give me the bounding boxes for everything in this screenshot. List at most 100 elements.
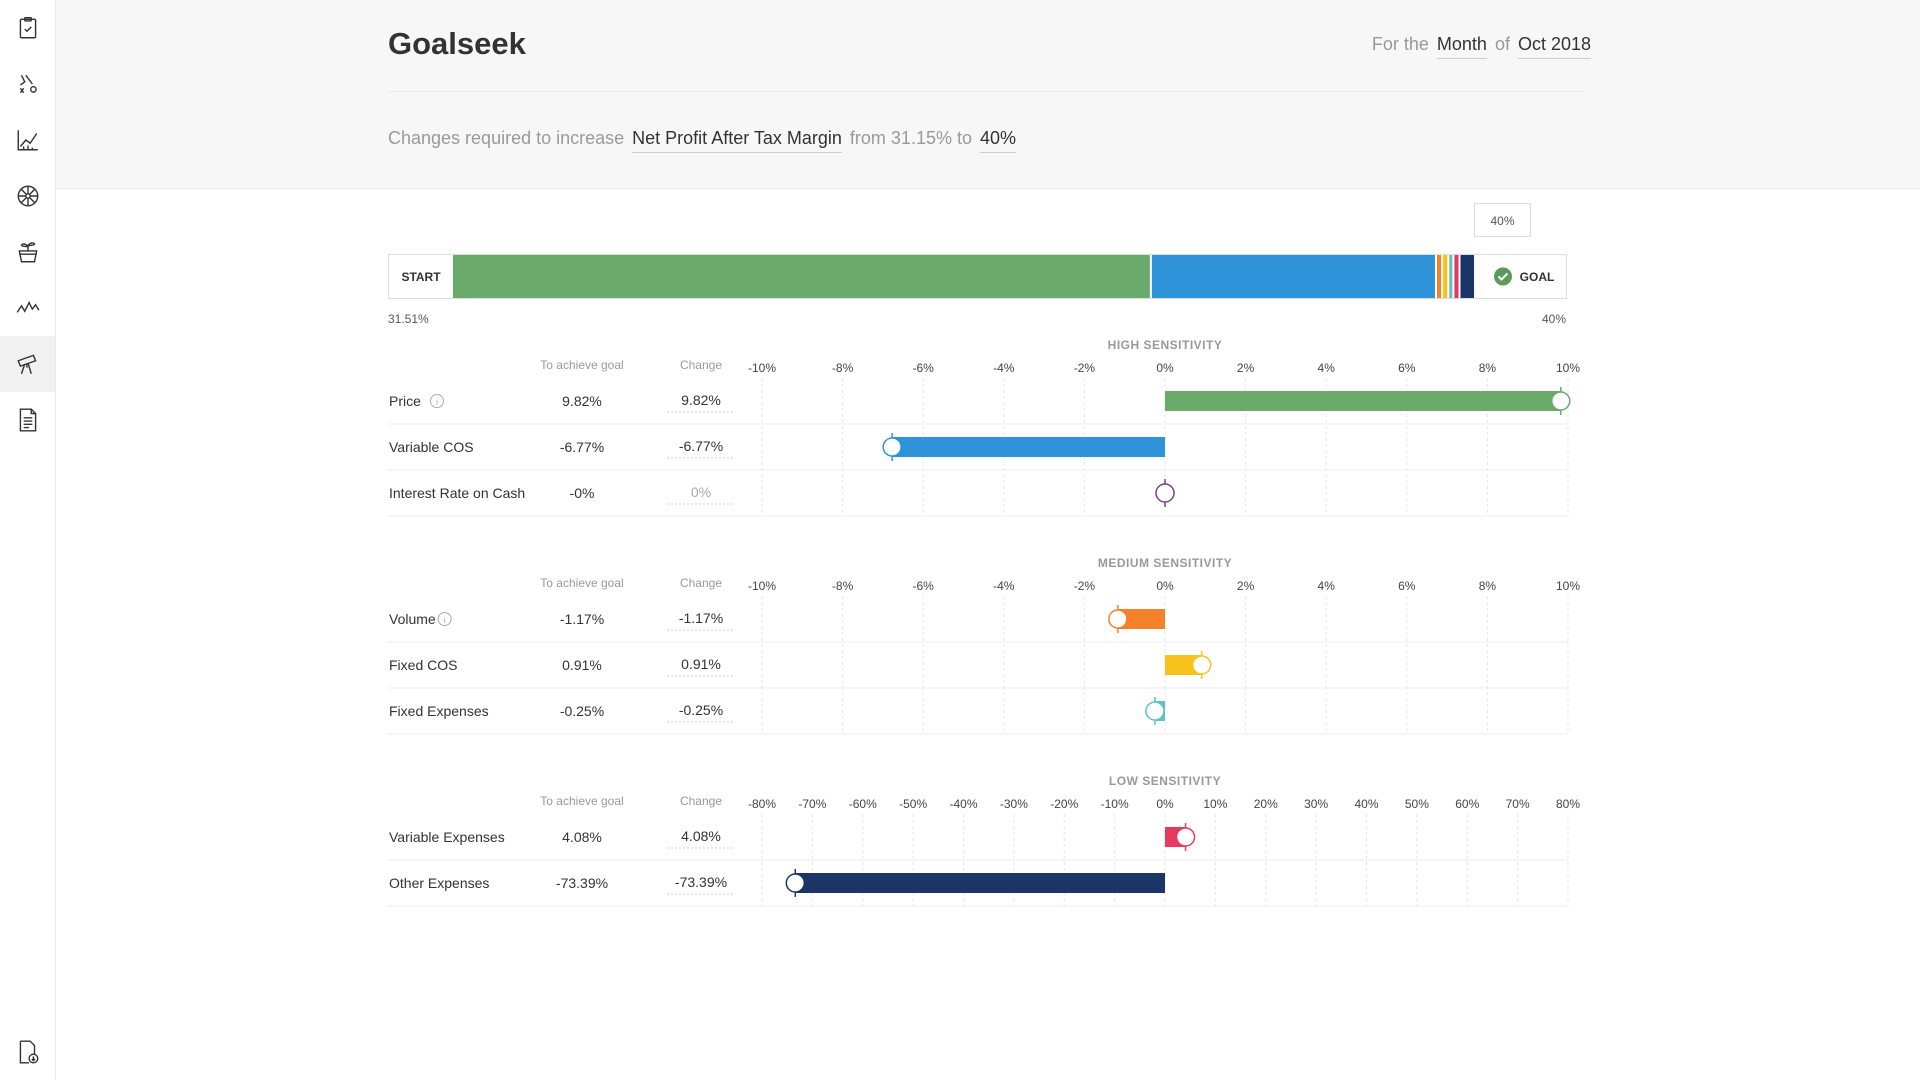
sensitivity-section-2: MEDIUM SENSITIVITY To achieve goal Change -…: [388, 556, 1580, 735]
to-achieve-header: To achieve goal: [540, 358, 623, 372]
value-bar: [1165, 655, 1202, 675]
tick-label: 2%: [1237, 579, 1255, 593]
tick-label: -10%: [748, 361, 776, 375]
nav-download[interactable]: [0, 1024, 55, 1080]
tick-label: -10%: [748, 579, 776, 593]
change-input[interactable]: -6.77%: [679, 438, 723, 454]
svg-text:i: i: [436, 397, 438, 407]
change-input[interactable]: 0.91%: [681, 656, 721, 672]
start-label: START: [401, 270, 441, 284]
tick-label: -30%: [1000, 797, 1028, 811]
nav-sensitivity[interactable]: [0, 168, 55, 224]
nav-reports[interactable]: [0, 392, 55, 448]
change-input[interactable]: -0.25%: [679, 702, 723, 718]
trend-icon: [16, 301, 39, 313]
end-value: 40%: [1542, 312, 1566, 326]
tick-label: -2%: [1074, 579, 1096, 593]
target-input[interactable]: 40%: [979, 128, 1017, 153]
sensitivity-wheel-icon: [17, 185, 38, 207]
row-label: Volume: [389, 611, 436, 627]
tick-label: 8%: [1479, 361, 1497, 375]
change-input[interactable]: 0%: [691, 484, 711, 500]
sensitivity-row-variable-cos: Variable COS -6.77% -6.77%: [388, 433, 1568, 471]
tick-label: 60%: [1455, 797, 1479, 811]
row-label: Fixed Expenses: [389, 703, 489, 719]
slider-handle[interactable]: [1155, 483, 1175, 503]
tick-label: 50%: [1405, 797, 1429, 811]
goal-label: GOAL: [1520, 270, 1555, 284]
tick-label: -6%: [913, 361, 935, 375]
tick-label: -70%: [798, 797, 826, 811]
change-input[interactable]: 9.82%: [681, 392, 721, 408]
slider-handle[interactable]: [1145, 701, 1165, 721]
row-label: Variable COS: [389, 439, 474, 455]
slider-handle[interactable]: [1550, 391, 1571, 411]
to-achieve-value: -1.17%: [560, 611, 604, 627]
page-title: Goalseek: [388, 26, 526, 61]
tick-label: 6%: [1398, 361, 1416, 375]
slider-handle[interactable]: [785, 873, 806, 893]
tick-label: -60%: [849, 797, 877, 811]
sensitivity-row-other-expenses: Other Expenses -73.39% -73.39%: [388, 869, 1568, 907]
tick-label: 4%: [1318, 361, 1336, 375]
nav-analytics[interactable]: [0, 112, 55, 168]
tick-label: -8%: [832, 579, 854, 593]
plant-pot-icon: [17, 242, 38, 263]
slider-handle[interactable]: [1191, 655, 1212, 675]
change-input[interactable]: -73.39%: [675, 874, 727, 890]
target-badge-label: 40%: [1490, 214, 1514, 228]
tick-label: 8%: [1479, 579, 1497, 593]
change-header: Change: [680, 576, 722, 590]
to-achieve-value: 4.08%: [562, 829, 602, 845]
slider-handle[interactable]: [1108, 609, 1128, 629]
of-label: of: [1494, 34, 1510, 54]
goal-check-icon: [1494, 267, 1512, 286]
value-bar: [1165, 391, 1561, 411]
nav-growth[interactable]: [0, 224, 55, 280]
tick-label: 10%: [1203, 797, 1227, 811]
sensitivity-section-1: HIGH SENSITIVITY To achieve goal Change -10…: [388, 338, 1580, 517]
to-achieve-value: -0.25%: [560, 703, 604, 719]
nav-checklist[interactable]: [0, 0, 55, 56]
progress-segment-volume: [1436, 255, 1442, 298]
tick-label: -40%: [949, 797, 977, 811]
tick-label: -4%: [993, 579, 1015, 593]
start-value: 31.51%: [388, 312, 429, 326]
goal-prefix: Changes required to increase: [388, 128, 625, 148]
value-bar: [892, 437, 1165, 457]
sensitivity-row-volume: Volume i -1.17% -1.17%: [388, 605, 1568, 643]
goal-progress-bar: 40% START GOAL 31.51% 40%: [388, 203, 1567, 326]
tick-label: 4%: [1318, 579, 1336, 593]
slider-handle[interactable]: [1175, 827, 1196, 847]
value-bar: [795, 873, 1165, 893]
tick-label: 40%: [1354, 797, 1378, 811]
period-selector: For the Month of Oct 2018: [1372, 34, 1591, 59]
change-input[interactable]: 4.08%: [681, 828, 721, 844]
progress-segment-fixed-expenses: [1449, 255, 1453, 298]
period-value-dropdown[interactable]: Oct 2018: [1517, 34, 1591, 59]
metric-dropdown[interactable]: Net Profit After Tax Margin: [632, 128, 842, 153]
progress-segment-variable-cos: [1151, 255, 1435, 298]
period-unit-dropdown[interactable]: Month: [1436, 34, 1487, 59]
clipboard-check-icon: [19, 17, 36, 39]
tick-label: 20%: [1254, 797, 1278, 811]
section-title: HIGH SENSITIVITY: [1108, 338, 1223, 352]
info-icon[interactable]: i: [437, 612, 452, 626]
to-achieve-value: 9.82%: [562, 393, 602, 409]
tick-label: -8%: [832, 361, 854, 375]
sensitivity-charts: HIGH SENSITIVITY To achieve goal Change -10…: [388, 338, 1580, 907]
tick-label: -2%: [1074, 361, 1096, 375]
change-input[interactable]: -1.17%: [679, 610, 723, 626]
nav-goalseek[interactable]: [0, 336, 55, 392]
slider-handle[interactable]: [882, 437, 902, 457]
tick-label: 0%: [1156, 797, 1174, 811]
tick-label: -20%: [1050, 797, 1078, 811]
goal-statement: Changes required to increase Net Profit A…: [388, 128, 1017, 153]
info-icon[interactable]: i: [430, 394, 444, 408]
target-badge: 40%: [1474, 203, 1531, 237]
nav-scenario[interactable]: [0, 56, 55, 112]
progress-segment-price: [453, 255, 1150, 298]
tick-label: -4%: [993, 361, 1015, 375]
progress-segment-fixed-cos: [1443, 255, 1448, 298]
nav-trends[interactable]: [0, 280, 55, 336]
